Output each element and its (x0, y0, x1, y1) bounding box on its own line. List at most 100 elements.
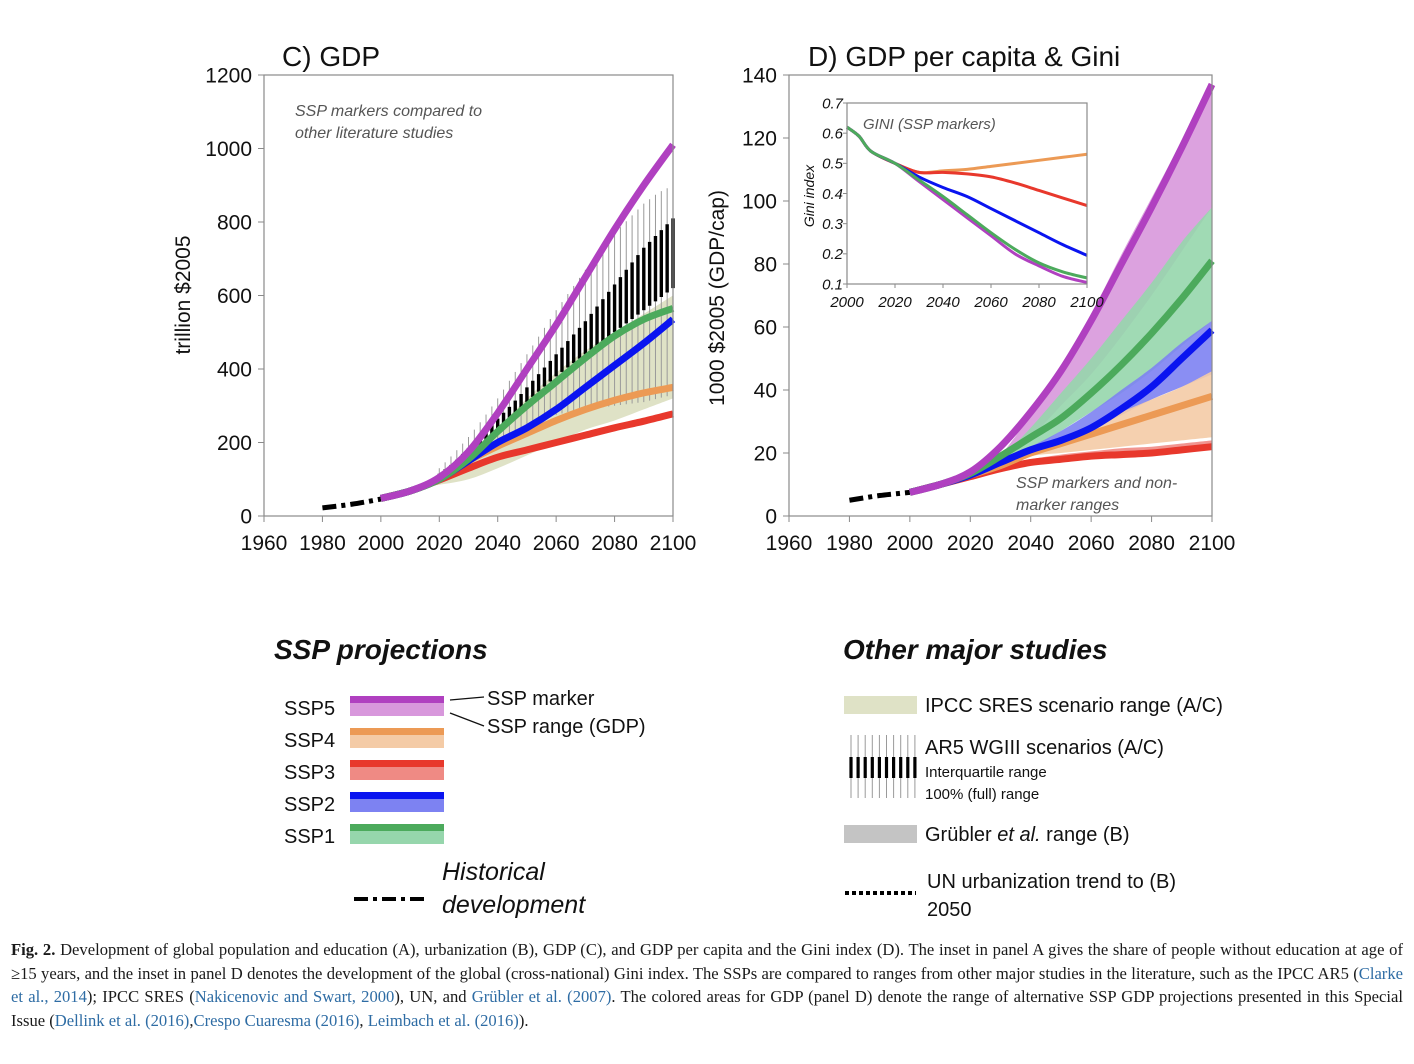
x-tick-label: 2000 (357, 532, 404, 555)
x-tick-label: 2020 (877, 294, 912, 311)
legend-un-label-line2: 2050 (927, 899, 972, 921)
plot-frame (788, 74, 1213, 517)
y-tick-label: 1200 (205, 65, 252, 88)
legend-ar5-swatch (849, 735, 917, 798)
y-tick-label: 100 (742, 191, 777, 214)
x-tick-label: 2040 (474, 532, 521, 555)
x-tick-label: 2100 (1069, 294, 1104, 311)
y-tick-label: 0.3 (822, 216, 844, 233)
panel-c-title: C) GDP (282, 41, 380, 72)
y-tick-label: 40 (754, 380, 777, 403)
caption-reference-link[interactable]: Crespo Cuaresma (2016) (193, 1010, 360, 1030)
legend-range-pointer (449, 712, 485, 727)
caption-text: Development of global population and edu… (11, 940, 1403, 983)
panel-d-y-axis-label: 1000 $2005 (GDP/cap) (706, 190, 729, 406)
legend-marker-swatch (350, 824, 444, 831)
x-tick-label: 1980 (826, 532, 873, 555)
legend-ssp-title: SSP projections (274, 634, 488, 665)
figure: C) GDP 1960 1980 2000 2020 2040 2060 2080 21000… (172, 41, 1235, 921)
legend-range-swatch (350, 798, 444, 812)
x-tick-label: 1960 (766, 532, 813, 555)
y-tick-label: 1000 (205, 138, 252, 161)
legend-marker-pointer (449, 696, 485, 701)
caption-text: ). (518, 1010, 529, 1030)
caption-label: Fig. 2. (11, 940, 56, 959)
legend-item-label: SSP4 (284, 730, 335, 752)
caption-text: , (359, 1010, 368, 1030)
legend-ar5-full-label: 100% (full) range (925, 786, 1039, 803)
legend-marker-swatch (350, 792, 444, 799)
legend-item-ssp2: SSP2 (284, 792, 444, 816)
x-tick-label: 1960 (241, 532, 288, 555)
caption-text: ), UN, and (394, 987, 472, 1006)
y-tick-label: 0.1 (822, 276, 843, 293)
figure-caption: Fig. 2. Development of global population… (11, 938, 1403, 1032)
x-tick-label: 2100 (1189, 532, 1236, 555)
y-tick-label: 400 (217, 359, 252, 382)
panel-d-annotation-line2: marker ranges (1016, 497, 1119, 514)
caption-text: , (189, 1010, 194, 1030)
gini-inset: 2000 2020 2040 2060 2080 2100 0.1 0.2 0.3 0.4 0.5 0… (801, 95, 1104, 311)
historical-line (849, 489, 911, 503)
range-band-ssp2 (1000, 320, 1212, 463)
y-tick-label: 0.2 (822, 246, 844, 263)
legend-historical-label-line2: development (442, 891, 586, 919)
legend-marker-swatch (350, 728, 444, 735)
historical-line (322, 496, 382, 511)
gini-inset-plot-area (846, 103, 1088, 284)
panel-d-axes: 1960 1980 2000 2020 2040 2060 2080 210002040608… (742, 65, 1235, 555)
legend-grubler-swatch (844, 825, 917, 843)
x-tick-label: 1980 (299, 532, 346, 555)
y-tick-label: 0.5 (822, 156, 844, 173)
legend-item-label: SSP3 (284, 762, 335, 784)
x-tick-label: 2020 (416, 532, 463, 555)
y-tick-label: 120 (742, 128, 777, 151)
y-tick-label: 200 (217, 432, 252, 455)
legend-range-swatch (350, 766, 444, 780)
legend-sres-label: IPCC SRES scenario range (A/C) (925, 695, 1223, 717)
legend-ar5-label: AR5 WGIII scenarios (A/C) (925, 737, 1164, 759)
y-tick-label: 0 (765, 506, 777, 529)
legend-marker-swatch (350, 696, 444, 703)
panel-c-annotation-line1: SSP markers compared to (295, 103, 482, 120)
caption-reference-link[interactable]: Clarke et al., 2014 (11, 963, 1403, 1007)
legend-item-label: SSP1 (284, 826, 335, 848)
legend-ssp-range-label: SSP range (GDP) (487, 716, 646, 738)
x-tick-label: 2000 (886, 532, 933, 555)
y-tick-label: 0.4 (822, 186, 843, 203)
legend-other-studies: Other major studies IPCC SRES scenario r… (843, 634, 1223, 921)
x-tick-label: 2080 (591, 532, 638, 555)
legend-range-swatch (350, 830, 444, 844)
legend-item-ssp1: SSP1 (284, 824, 444, 848)
panel-d-gdp-per-capita: D) GDP per capita & Gini 1960 1980 2000 202… (706, 41, 1235, 555)
legend-grubler-label: Grübler et al. range (B) (925, 824, 1130, 846)
legend-range-swatch (350, 734, 444, 748)
series-line-ssp5 (908, 82, 1216, 496)
panel-c-y-axis-label: trillion $2005 (172, 235, 195, 354)
panel-d-title: D) GDP per capita & Gini (808, 41, 1120, 72)
gini-inset-y-axis-label: Gini index (801, 164, 817, 227)
panel-c-gdp: C) GDP 1960 1980 2000 2020 2040 2060 2080 2100 0… (172, 41, 696, 555)
panel-c-plot-area (322, 142, 676, 511)
caption-text: . The colored areas for GDP (panel D) de… (11, 987, 1403, 1030)
x-tick-label: 2100 (650, 532, 697, 555)
legend-item-ssp3: SSP3 (284, 760, 444, 784)
series-line-ssp5 (380, 142, 676, 502)
legend-item-ssp5: SSP5 (284, 696, 444, 720)
gini-line-ssp1 (846, 125, 1088, 280)
x-tick-label: 2040 (925, 294, 960, 311)
x-tick-label: 2020 (947, 532, 994, 555)
caption-reference-link[interactable]: Nakicenovic and Swart, 2000 (194, 987, 395, 1006)
caption-reference-link[interactable]: Grübler et al. (2007) (471, 987, 612, 1006)
legend-un-label-line1: UN urbanization trend to (B) (927, 871, 1176, 893)
legend-sres-swatch (844, 696, 917, 714)
caption-reference-link[interactable]: Leimbach et al. (2016) (367, 1010, 519, 1030)
legend-ssp-projections: SSP projections SSP5 SSP4 SSP3 SSP2 SSP1 SSP… (274, 634, 646, 919)
panel-c-axes: 1960 1980 2000 2020 2040 2060 2080 2100 0 200 400 6… (205, 65, 696, 555)
legend-ar5-iqr-label: Interquartile range (925, 764, 1047, 781)
caption-reference-link[interactable]: Dellink et al. (2016) (54, 1010, 190, 1030)
x-tick-label: 2060 (973, 294, 1008, 311)
y-tick-label: 0.6 (822, 126, 844, 143)
panel-c-annotation-line2: other literature studies (295, 125, 453, 142)
y-tick-label: 0 (240, 506, 252, 529)
